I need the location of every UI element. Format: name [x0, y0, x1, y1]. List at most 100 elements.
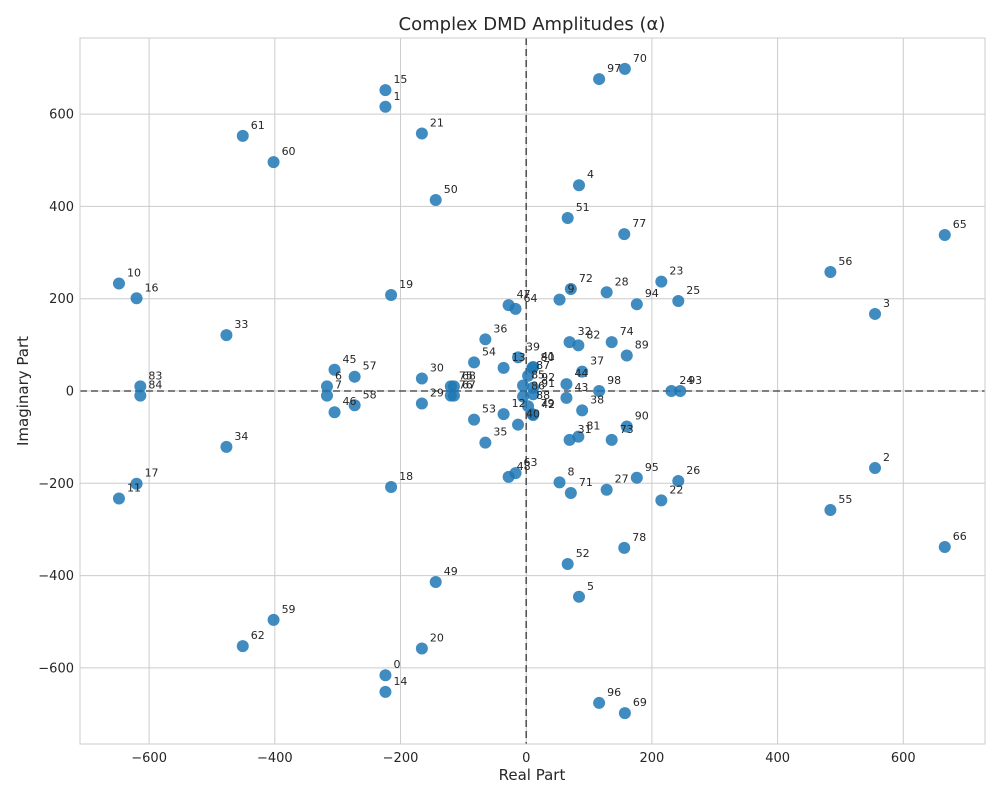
- point-label: 14: [393, 675, 407, 688]
- data-point: [112, 492, 125, 505]
- data-point: [320, 389, 333, 402]
- chart-title: Complex DMD Amplitudes (α): [399, 14, 666, 35]
- data-point: [415, 127, 428, 140]
- data-point: [509, 302, 522, 315]
- point-label: 55: [838, 493, 852, 506]
- data-point: [672, 295, 685, 308]
- point-label: 39: [526, 340, 540, 353]
- data-point: [672, 474, 685, 487]
- point-label: 78: [632, 531, 646, 544]
- point-label: 6: [335, 369, 342, 382]
- point-label: 66: [953, 530, 967, 543]
- point-label: 12: [512, 397, 526, 410]
- point-label: 18: [399, 470, 413, 483]
- data-point: [517, 379, 530, 392]
- data-point: [130, 292, 143, 305]
- data-point: [564, 283, 577, 296]
- data-point: [553, 293, 566, 306]
- point-label: 8: [568, 465, 575, 478]
- point-label: 34: [234, 430, 248, 443]
- data-point: [415, 372, 428, 385]
- point-label: 0: [393, 658, 400, 671]
- data-point: [385, 289, 398, 302]
- point-label: 76: [459, 379, 473, 392]
- data-point: [553, 476, 566, 489]
- y-tick-label: −400: [38, 569, 74, 584]
- point-label: 51: [576, 201, 590, 214]
- point-label: 19: [399, 278, 413, 291]
- data-points: [112, 62, 951, 720]
- data-point: [328, 406, 341, 419]
- data-point: [560, 391, 573, 404]
- point-label: 9: [568, 283, 575, 296]
- point-label: 77: [632, 217, 646, 230]
- point-label: 98: [607, 374, 621, 387]
- point-label: 43: [574, 381, 588, 394]
- point-label: 28: [615, 275, 629, 288]
- data-point: [618, 62, 631, 75]
- point-label: 7: [335, 379, 342, 392]
- point-label: 13: [512, 351, 526, 364]
- point-label: 94: [645, 287, 659, 300]
- point-label: 36: [493, 322, 507, 335]
- point-label: 92: [541, 371, 555, 384]
- point-label: 56: [838, 255, 852, 268]
- data-point: [573, 590, 586, 603]
- point-label: 22: [669, 483, 683, 496]
- data-point: [415, 397, 428, 410]
- data-point: [605, 433, 618, 446]
- data-point: [572, 430, 585, 443]
- data-point: [512, 418, 525, 431]
- point-label: 67: [462, 379, 476, 392]
- data-point: [630, 298, 643, 311]
- data-point: [328, 363, 341, 376]
- data-point: [593, 385, 606, 397]
- data-point: [468, 413, 481, 426]
- data-point: [869, 462, 882, 475]
- point-label: 37: [590, 355, 604, 368]
- data-point: [593, 696, 606, 709]
- point-label: 11: [127, 482, 141, 495]
- data-point: [573, 179, 586, 192]
- point-label: 33: [234, 318, 248, 331]
- point-label: 15: [393, 73, 407, 86]
- point-label: 17: [145, 467, 159, 480]
- point-label: 21: [430, 117, 444, 130]
- point-label: 10: [127, 266, 141, 279]
- data-point: [134, 380, 147, 393]
- point-label: 70: [633, 52, 647, 65]
- data-point: [620, 420, 633, 433]
- point-label: 69: [633, 696, 647, 709]
- x-axis-label: Real Part: [499, 766, 566, 784]
- data-point: [593, 73, 606, 86]
- y-tick-label: −600: [38, 661, 74, 676]
- data-point: [560, 378, 573, 391]
- data-point: [564, 486, 577, 499]
- point-label: 59: [282, 603, 296, 616]
- point-label: 83: [148, 369, 162, 382]
- data-point: [130, 477, 143, 490]
- data-point: [561, 558, 574, 571]
- point-label: 90: [635, 410, 649, 423]
- data-point: [220, 329, 233, 342]
- data-point: [938, 540, 951, 553]
- data-point: [561, 211, 574, 224]
- data-point: [429, 576, 442, 589]
- data-point: [512, 351, 525, 364]
- point-label: 57: [363, 360, 377, 373]
- data-point: [655, 275, 668, 288]
- data-point: [938, 229, 951, 242]
- y-axis-label: Imaginary Part: [14, 336, 32, 446]
- data-point: [618, 541, 631, 554]
- data-point: [379, 669, 392, 682]
- data-point: [497, 361, 510, 374]
- point-label: 65: [953, 218, 967, 231]
- point-label: 73: [620, 423, 634, 436]
- point-label: 95: [645, 461, 659, 474]
- y-tick-label: 400: [49, 200, 74, 215]
- x-tick-label: −600: [131, 751, 167, 766]
- point-label: 27: [615, 473, 629, 486]
- y-tick-label: 200: [49, 292, 74, 307]
